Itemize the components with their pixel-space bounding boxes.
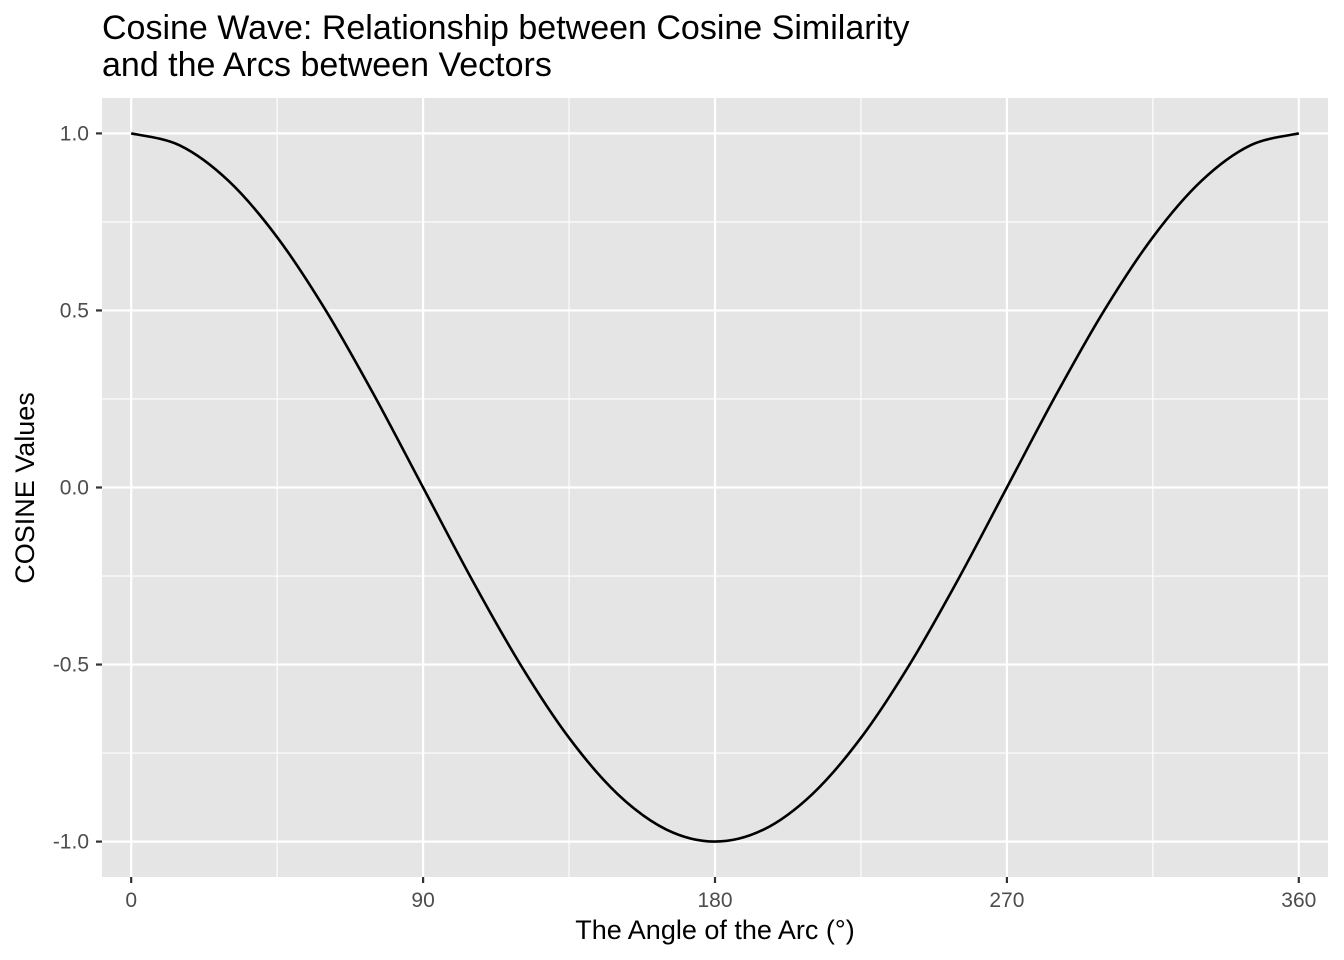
chart-title-line-1: Cosine Wave: Relationship between Cosine… xyxy=(102,9,910,47)
y-tick-label: 0.0 xyxy=(60,477,89,500)
x-tick-label: 90 xyxy=(411,889,434,912)
y-tick-label: 0.5 xyxy=(60,299,89,322)
y-tick-label: 1.0 xyxy=(60,122,89,145)
x-tick-label: 0 xyxy=(125,889,137,912)
chart-title-line-2: and the Arcs between Vectors xyxy=(102,46,552,84)
x-tick-label: 360 xyxy=(1281,889,1316,912)
x-tick-label: 270 xyxy=(989,889,1024,912)
x-axis-title: The Angle of the Arc (°) xyxy=(575,915,854,945)
y-axis-title: COSINE Values xyxy=(10,392,40,584)
x-tick-label: 180 xyxy=(697,889,732,912)
cosine-line xyxy=(130,132,1300,843)
axis-layer: 0 90 180 270 360 -1.0 -0.5 0.0 0.5 1.0 xyxy=(53,122,1317,912)
y-tick-label: -0.5 xyxy=(53,654,89,677)
y-tick-label: -1.0 xyxy=(53,831,89,854)
